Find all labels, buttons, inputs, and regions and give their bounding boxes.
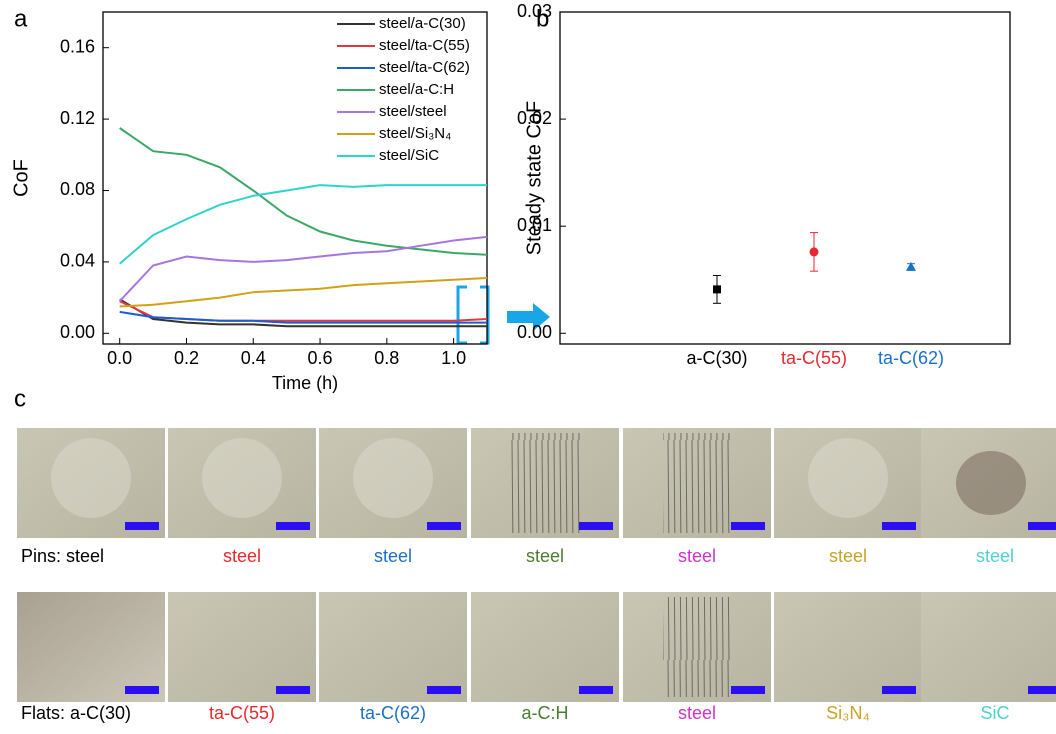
scale-bar — [276, 522, 310, 530]
micrograph — [168, 428, 316, 538]
scale-bar — [882, 686, 916, 694]
series-line — [119, 277, 488, 308]
micrograph-tiles — [17, 428, 1056, 702]
micrograph — [168, 592, 316, 702]
wear-scar — [511, 433, 581, 533]
wear-scar — [202, 438, 282, 518]
legend-label: steel/SiC — [379, 147, 439, 164]
panel-label: b — [536, 5, 549, 32]
zoom-bracket — [456, 285, 490, 345]
point — [713, 285, 721, 294]
micrograph — [774, 592, 922, 702]
micrograph-caption: steel — [223, 546, 261, 566]
micrograph-caption: Si₃N₄ — [826, 703, 870, 723]
scale-bar — [579, 686, 613, 694]
wear-scar — [808, 438, 888, 518]
x-tick-label: ta-C(55) — [781, 348, 847, 368]
wear-scar — [353, 438, 433, 518]
micrograph-caption: steel — [526, 546, 564, 566]
micrograph-caption: steel — [374, 546, 412, 566]
scale-bar — [731, 686, 765, 694]
legend-label: steel/Si₃N₄ — [379, 125, 451, 142]
y-tick-label: 0.02 — [517, 108, 552, 128]
legend-label: steel/a-C:H — [379, 81, 454, 98]
micrograph — [17, 592, 165, 702]
y-axis-label: Steady state CoF — [523, 101, 545, 256]
scale-bar — [579, 522, 613, 530]
scale-bar — [427, 522, 461, 530]
micrograph — [319, 592, 467, 702]
series-line — [119, 127, 488, 256]
x-tick-label: ta-C(62) — [878, 348, 944, 368]
panel-label: a — [14, 5, 28, 32]
wear-scar — [663, 433, 733, 533]
scale-bar — [1028, 522, 1056, 530]
micrograph-caption: Pins: steel — [21, 546, 104, 566]
scale-bar — [427, 686, 461, 694]
micrograph — [319, 428, 467, 538]
x-tick-label: 0.4 — [241, 348, 266, 368]
micrograph — [471, 592, 619, 702]
plot-frame — [102, 11, 488, 345]
micrograph-caption: ta-C(55) — [209, 703, 275, 723]
y-tick-label: 0.12 — [60, 108, 95, 128]
micrograph — [774, 428, 922, 538]
micrograph-caption: a-C:H — [521, 703, 568, 723]
wear-scar — [956, 451, 1026, 515]
micrograph — [921, 592, 1056, 702]
series-line — [118, 235, 488, 302]
y-tick-label: 0.01 — [517, 215, 552, 235]
legend-label: steel/ta-C(55) — [379, 37, 470, 54]
legend-label: steel/a-C(30) — [379, 15, 466, 32]
series-line — [119, 310, 487, 324]
series-line — [119, 184, 487, 265]
micrograph-caption: SiC — [980, 703, 1009, 723]
y-tick-label: 0.00 — [60, 322, 95, 342]
micrograph-caption: steel — [678, 703, 716, 723]
scale-bar — [125, 522, 159, 530]
y-tick-label: 0.08 — [60, 179, 95, 199]
x-tick-label: 0.0 — [107, 348, 132, 368]
y-tick-label: 0.16 — [60, 36, 95, 56]
x-tick-label: a-C(30) — [686, 348, 747, 368]
micrograph — [17, 428, 165, 538]
legend-label: steel/steel — [379, 103, 447, 120]
scale-bar — [276, 686, 310, 694]
scale-bar — [1028, 686, 1056, 694]
x-tick-label: 0.6 — [308, 348, 333, 368]
arrow — [507, 303, 550, 331]
x-tick-label: 0.2 — [174, 348, 199, 368]
wear-scar — [663, 597, 733, 697]
y-tick-label: 0.03 — [517, 1, 552, 21]
micrograph-caption: steel — [829, 546, 867, 566]
scale-bar — [731, 522, 765, 530]
wear-scar — [51, 438, 131, 518]
point — [809, 247, 819, 257]
micrograph-caption: steel — [976, 546, 1014, 566]
series-line — [119, 298, 487, 328]
scale-bar — [882, 522, 916, 530]
point — [906, 261, 916, 271]
scale-bar — [125, 686, 159, 694]
micrograph-caption: ta-C(62) — [360, 703, 426, 723]
y-axis-label: CoF — [10, 159, 32, 197]
y-tick-label: 0.00 — [517, 322, 552, 342]
x-tick-label: 1.0 — [441, 348, 466, 368]
x-tick-label: 0.8 — [374, 348, 399, 368]
micrograph-caption: Flats: a-C(30) — [21, 703, 131, 723]
x-axis-label: Time (h) — [272, 373, 338, 393]
y-tick-label: 0.04 — [60, 251, 95, 271]
plot-frame — [559, 11, 1011, 345]
legend-label: steel/ta-C(62) — [379, 59, 470, 76]
panel-label: c — [14, 385, 26, 412]
micrograph-caption: steel — [678, 546, 716, 566]
